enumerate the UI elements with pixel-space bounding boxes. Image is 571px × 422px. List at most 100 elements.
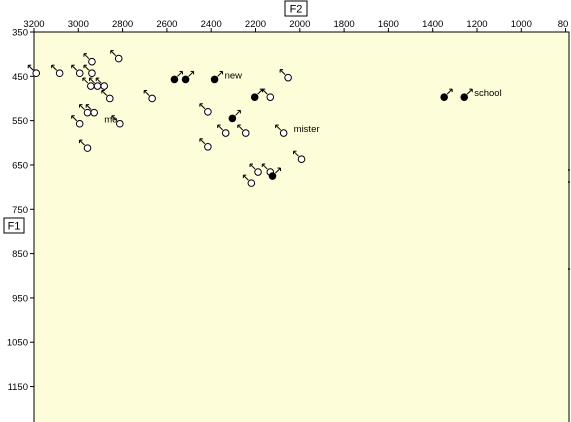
y-tick-label: 850 <box>12 249 28 260</box>
open-vowel-token <box>95 77 109 90</box>
formant-trajectory-arrow <box>177 71 183 77</box>
open-vowel-token <box>82 77 95 90</box>
open-vowel-token <box>249 163 262 176</box>
data-point <box>279 129 288 137</box>
filled-vowel-token <box>460 88 473 101</box>
formant-trajectory-arrow <box>188 71 194 77</box>
data-point <box>55 69 64 78</box>
formant-trajectory-arrow <box>242 174 249 181</box>
formant-trajectory-arrow <box>199 103 206 110</box>
data-point <box>83 108 92 117</box>
data-point <box>268 172 277 180</box>
formant-trajectory-arrow <box>275 167 281 174</box>
open-vowel-token <box>111 115 124 128</box>
data-point <box>88 69 96 78</box>
data-point <box>83 144 92 152</box>
data-point <box>250 93 259 101</box>
formant-trajectory-arrow <box>199 138 206 145</box>
formant-trajectory-arrow <box>217 124 224 131</box>
y-tick-label: 750 <box>12 205 28 216</box>
data-point <box>221 129 230 137</box>
word-annotation: new <box>225 70 243 81</box>
open-vowel-token <box>293 150 306 163</box>
open-vowel-token <box>279 69 292 82</box>
open-vowel-token <box>217 124 230 137</box>
y-tick-label: 350 <box>12 28 28 39</box>
filled-vowel-token <box>210 70 224 84</box>
formant-trajectory-arrow <box>257 88 264 95</box>
data-point <box>440 93 448 101</box>
formant-trajectory-arrow <box>279 69 286 76</box>
formant-trajectory-arrow <box>237 124 244 131</box>
word-annotation: me <box>104 115 117 126</box>
filled-vowel-token <box>228 109 241 123</box>
data-point <box>75 119 84 128</box>
y-tick-label: 550 <box>12 116 28 127</box>
formant-trajectory-arrow <box>249 163 256 170</box>
x-tick-label: 3200 <box>23 19 44 30</box>
filled-vowel-token <box>440 88 453 101</box>
x-tick-label: 1600 <box>378 19 399 30</box>
data-point <box>266 93 275 101</box>
data-point <box>181 75 190 84</box>
open-vowel-token <box>275 124 288 137</box>
data-point <box>90 108 98 117</box>
data-point <box>170 75 179 84</box>
formant-trajectory-arrow <box>95 77 102 84</box>
formant-trajectory-arrow <box>217 71 223 77</box>
open-vowel-token <box>89 77 102 90</box>
x-tick-label: 1200 <box>466 19 487 30</box>
edge-mark <box>568 181 570 183</box>
data-point <box>204 107 212 116</box>
open-vowel-token <box>101 89 114 103</box>
formant-trajectory-arrow <box>143 90 150 96</box>
formant-trajectory-arrow <box>83 64 90 71</box>
open-vowel-token <box>83 53 96 66</box>
data-point <box>460 93 469 101</box>
y-axis-ticks: 350 450 550 650 750 850 950 1050 1150 <box>7 28 34 393</box>
formant-trajectory-arrow <box>466 88 473 95</box>
data-point <box>254 168 262 176</box>
formant-trajectory-arrow <box>111 115 118 122</box>
y-tick-label: 950 <box>12 293 28 304</box>
filled-vowel-token <box>170 70 183 84</box>
open-vowel-token <box>27 64 41 78</box>
formant-trajectory-arrow <box>51 64 57 71</box>
formant-trajectory-arrow <box>275 124 282 131</box>
open-vowel-token <box>83 64 96 78</box>
formant-trajectory-arrow <box>89 77 95 84</box>
open-vowel-token <box>199 103 212 116</box>
data-point <box>93 82 102 90</box>
data-point <box>228 114 237 123</box>
data-point <box>204 142 212 151</box>
open-vowel-token <box>199 138 212 151</box>
data-point <box>210 75 219 84</box>
data-point <box>87 82 95 90</box>
formant-trajectory-arrow <box>71 115 78 122</box>
y-axis-label: F1 <box>8 221 21 233</box>
filled-vowel-token <box>268 167 282 180</box>
formant-trajectory-arrow <box>261 163 268 170</box>
edge-mark <box>568 268 570 270</box>
x-tick-label: 1400 <box>422 19 443 30</box>
plot-area <box>33 31 570 422</box>
formant-trajectory-arrow <box>82 77 89 84</box>
x-tick-label: 1000 <box>511 19 532 30</box>
data-point <box>114 54 123 63</box>
formant-trajectory-arrow <box>79 139 85 146</box>
open-vowel-token <box>79 139 92 152</box>
open-vowel-token <box>71 115 84 128</box>
x-tick-label: 2600 <box>156 19 177 30</box>
filled-vowel-token <box>181 70 195 84</box>
y-axis-label-box <box>3 217 25 234</box>
data-point <box>116 119 124 128</box>
formant-trajectory-arrow <box>27 64 34 71</box>
edge-mark <box>568 169 570 171</box>
formant-trajectory-arrow <box>446 88 453 95</box>
point-annotations: new school mister me <box>104 70 502 135</box>
x-tick-label: 2800 <box>112 19 133 30</box>
data-point <box>297 155 306 163</box>
open-vowel-token <box>51 64 64 78</box>
x-axis-ticks: 3200 3000 2800 2600 2400 2200 2000 1800 1600 1400… <box>23 19 568 32</box>
